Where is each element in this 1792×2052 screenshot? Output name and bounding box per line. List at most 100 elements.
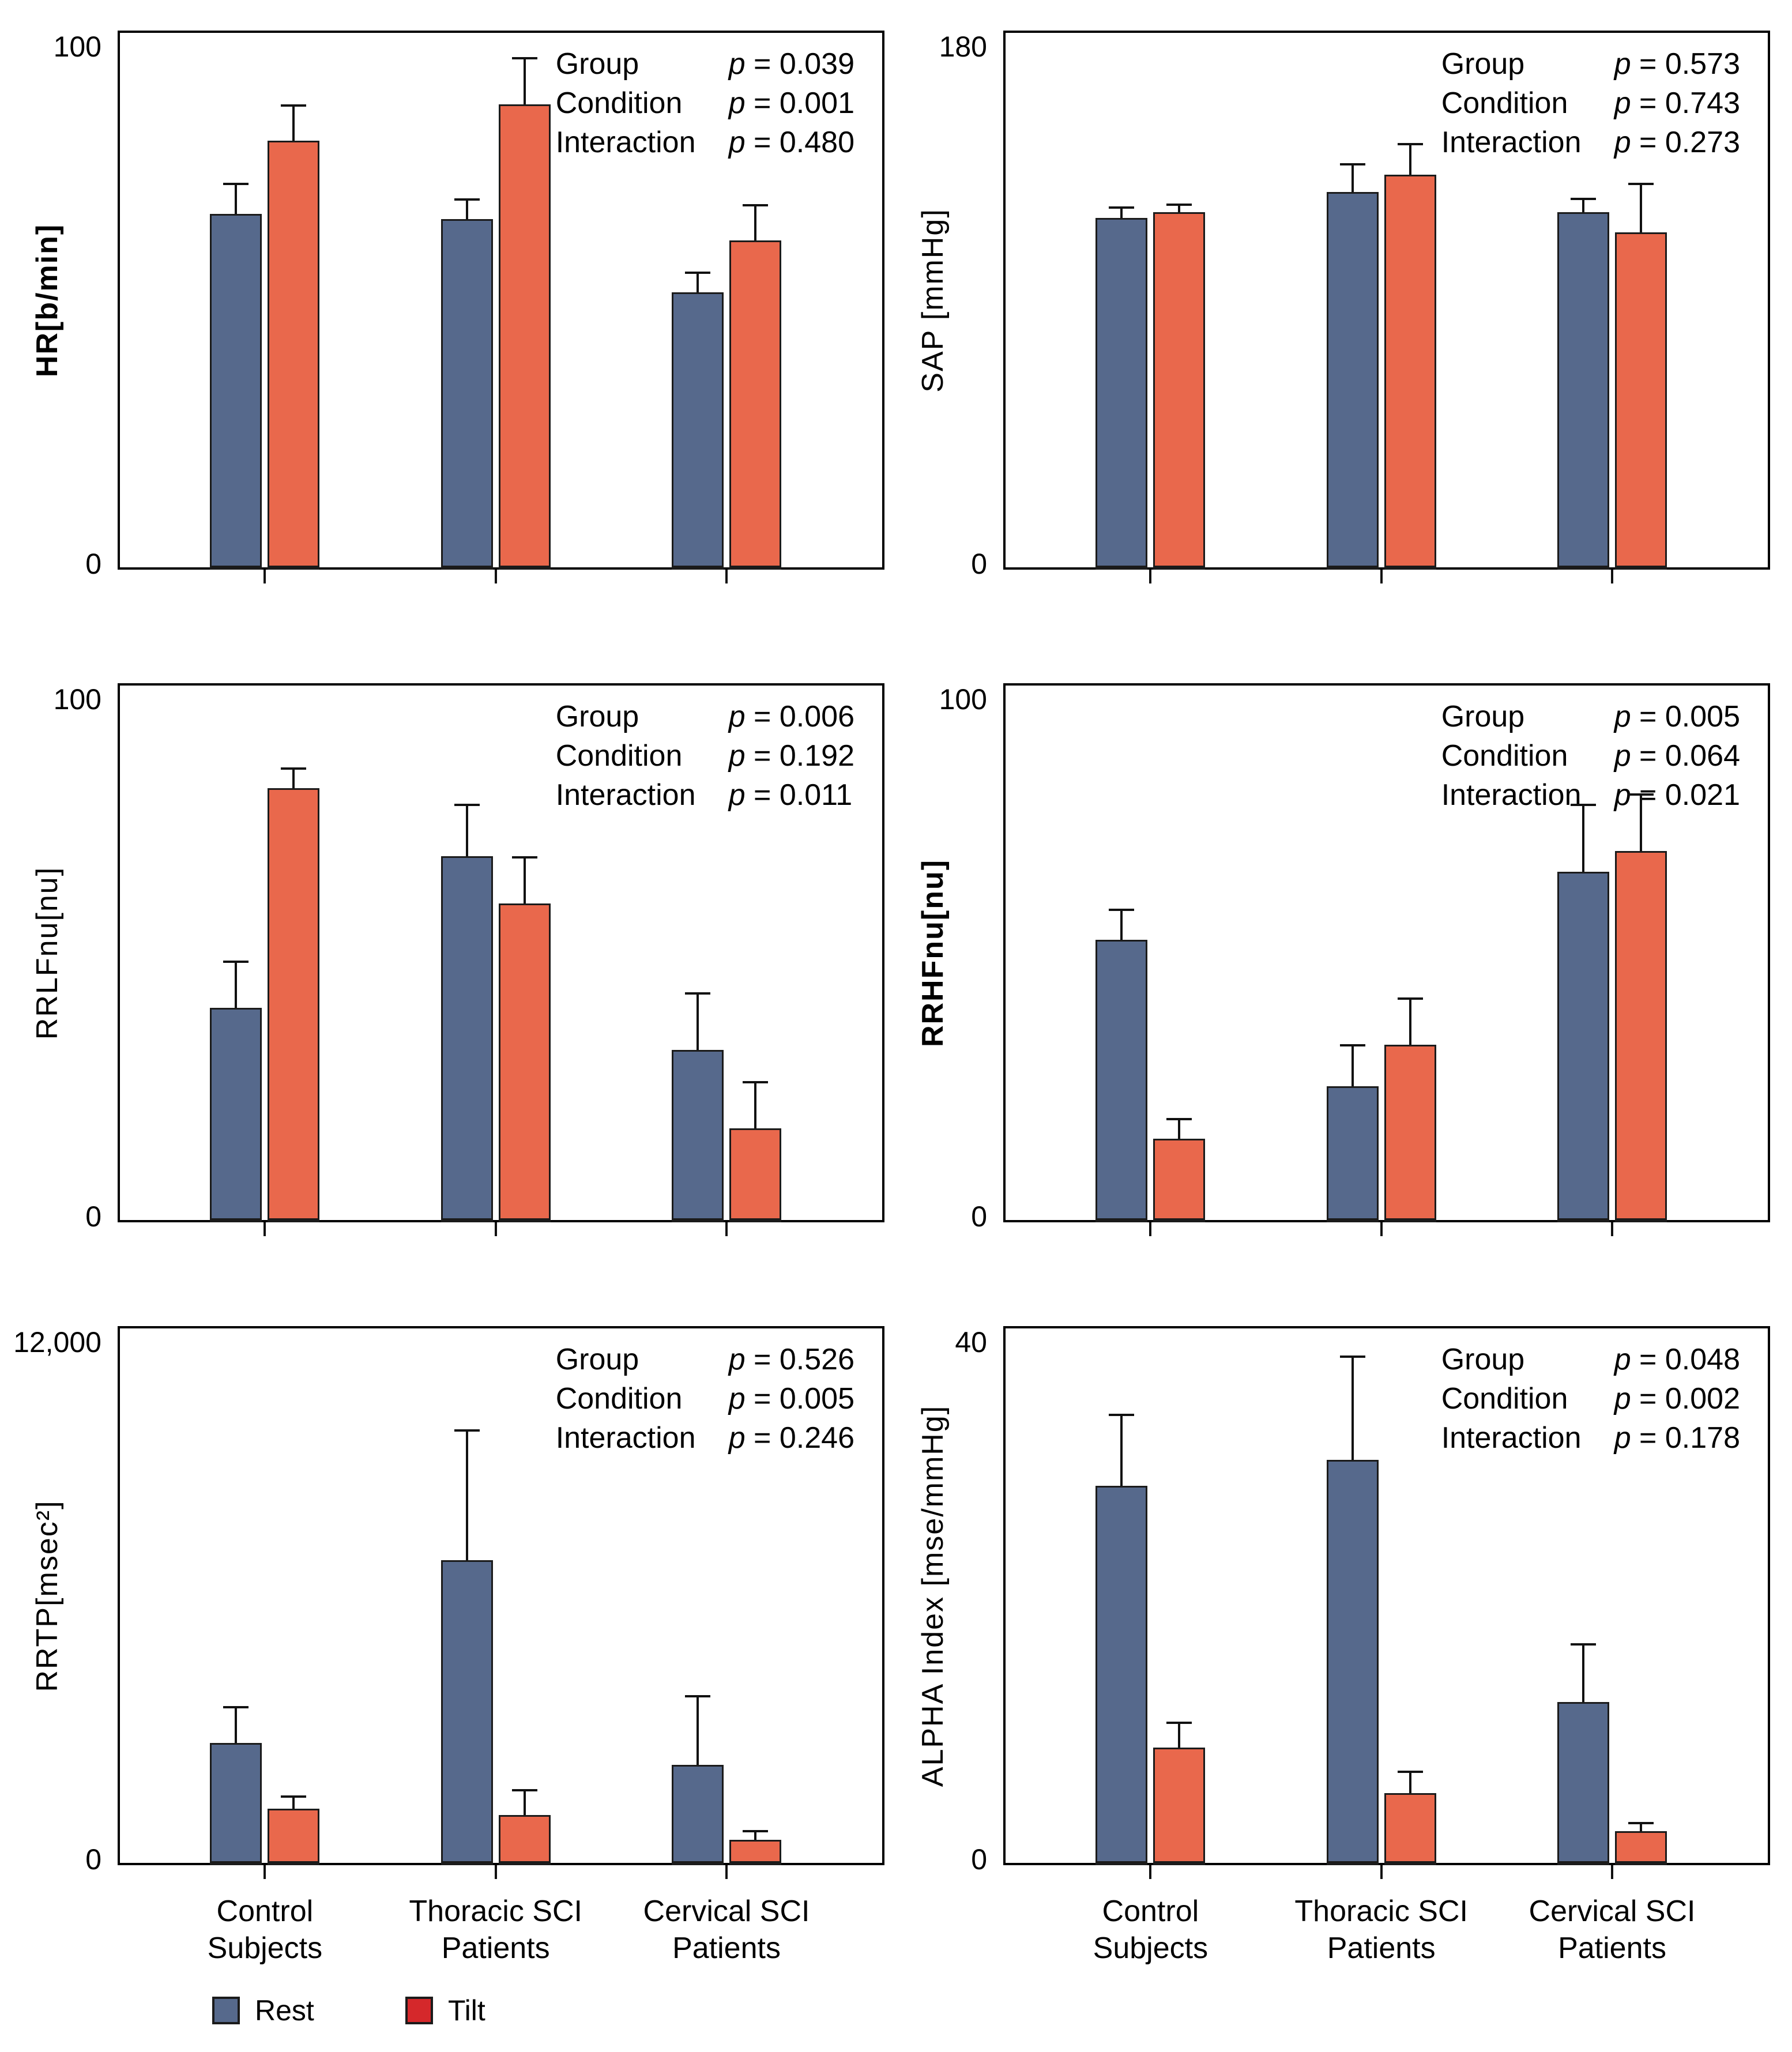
category-line2: Patients [1558,1931,1666,1965]
stat-label-condition: Condition [1441,739,1568,773]
error-bar-cap [1628,183,1654,185]
category-line2: Subjects [1093,1931,1209,1965]
error-bar-cap [1397,1771,1423,1773]
bar-tilt-group0-middle-left [268,788,320,1222]
stat-line-condition-bottom-left: Condition p = 0.005 [556,1379,854,1418]
stat-value-interaction: p = 0.480 [728,126,854,159]
x-tick-group2-top-left [725,570,728,583]
stat-label-interaction: Interaction [555,1421,696,1455]
error-bar-line [523,856,526,903]
bar-rest-group2-top-right [1557,212,1610,570]
stat-value-group: p = 0.048 [1614,1343,1740,1376]
ytick-max-top-left: 100 [53,31,101,63]
bar-tilt-group0-bottom-left [268,1809,320,1865]
stat-line-group-top-left: Group p = 0.039 [556,44,854,84]
stat-value-condition: p = 0.192 [728,739,854,773]
stat-label-group: Group [555,700,639,733]
stat-p-symbol: p [1614,700,1631,733]
category-label-group0-bottom-left: Control Subjects [208,1893,322,1967]
stat-line-condition-middle-left: Condition p = 0.192 [556,736,854,775]
error-bar-cap [1339,163,1365,165]
error-bar-line [235,961,238,1008]
stats-block-top-right: Group p = 0.573 Condition p = 0.743 Interact… [1441,44,1740,162]
error-bar-line [1640,793,1643,851]
stat-p-symbol: p [728,739,746,773]
error-bar-cap [1109,1414,1135,1416]
stat-value-condition: p = 0.002 [1614,1382,1740,1415]
error-bar-cap [1339,1356,1365,1358]
error-bar-line [1409,1771,1411,1793]
category-line1: Thoracic SCI [1294,1895,1468,1928]
bar-tilt-group2-top-left [729,240,782,570]
stat-p-symbol: p [728,1343,746,1376]
bar-tilt-group2-bottom-right [1615,1831,1667,1865]
ytick-zero-middle-right: 0 [971,1200,987,1233]
error-bar-line [1582,1643,1585,1702]
ytick-max-bottom-left: 12,000 [13,1326,101,1358]
stat-line-interaction-top-left: Interaction p = 0.480 [556,123,854,162]
x-tick-group0-top-right [1149,570,1152,583]
error-bar-cap [1628,1822,1654,1824]
bar-rest-group0-middle-right [1095,940,1148,1222]
ytick-max-bottom-right: 40 [955,1326,987,1358]
category-label-group2-bottom-right: Cervical SCI Patients [1529,1893,1696,1967]
stat-label-condition: Condition [1441,1382,1568,1415]
error-bar-line [292,104,295,141]
stat-p-symbol: p [1614,1421,1631,1455]
category-label-group1-bottom-left: Thoracic SCI Patients [409,1893,582,1967]
error-bar-line [754,1830,757,1840]
bar-tilt-group2-middle-right [1615,851,1667,1222]
bar-tilt-group1-top-left [498,104,551,570]
error-bar-line [697,992,699,1050]
stat-value-interaction: p = 0.273 [1614,126,1740,159]
error-bar-cap [223,1706,249,1708]
ytick-zero-top-left: 0 [85,548,101,580]
bar-rest-group0-top-left [210,214,262,570]
x-tick-group2-bottom-right [1611,1865,1614,1879]
stats-block-bottom-left: Group p = 0.526 Condition p = 0.005 Interact… [556,1340,854,1458]
x-tick-group2-middle-left [725,1222,728,1236]
error-bar-line [697,1695,699,1765]
error-bar-cap [1397,143,1423,145]
error-bar-line [292,1795,295,1809]
stat-value-condition: p = 0.064 [1614,739,1740,773]
x-tick-group2-top-right [1611,570,1614,583]
error-bar-line [1351,163,1354,192]
category-line1: Thoracic SCI [409,1895,582,1928]
stats-block-top-left: Group p = 0.039 Condition p = 0.001 Interact… [556,44,854,162]
stat-label-condition: Condition [1441,86,1568,120]
stat-p-symbol: p [728,86,746,120]
stat-label-condition: Condition [555,739,683,773]
ytick-zero-bottom-right: 0 [971,1843,987,1876]
stat-label-group: Group [1441,1343,1525,1376]
error-bar-cap [1339,1044,1365,1046]
error-bar-cap [1166,1722,1192,1724]
stat-line-interaction-bottom-left: Interaction p = 0.246 [556,1418,854,1458]
error-bar-line [1351,1356,1354,1460]
error-bar-line [1178,204,1181,212]
y-axis-label-top-right: SAP [mmHg] [916,208,950,393]
error-bar-line [1409,997,1411,1045]
error-bar-line [754,204,757,240]
stat-p-symbol: p [1614,126,1631,159]
stat-p-symbol: p [1614,1382,1631,1415]
stat-label-group: Group [1441,700,1525,733]
x-tick-group0-top-left [263,570,266,583]
stat-p-symbol: p [1614,1343,1631,1376]
error-bar-line [292,767,295,788]
error-bar-line [1582,198,1585,212]
x-tick-group0-bottom-right [1149,1865,1152,1879]
bar-rest-group2-bottom-right [1557,1702,1610,1865]
error-bar-cap [454,1429,480,1432]
stat-line-group-middle-right: Group p = 0.005 [1441,697,1740,736]
bar-rest-group0-bottom-left [210,1743,262,1865]
category-label-group1-bottom-right: Thoracic SCI Patients [1294,1893,1468,1967]
stat-line-interaction-middle-left: Interaction p = 0.011 [556,775,854,815]
legend-tilt-swatch [405,1997,433,2024]
bar-tilt-group2-middle-left [729,1128,782,1222]
bar-rest-group0-top-right [1095,218,1148,570]
stat-label-interaction: Interaction [555,126,696,159]
category-line2: Patients [672,1931,781,1965]
x-tick-group1-bottom-right [1380,1865,1383,1879]
